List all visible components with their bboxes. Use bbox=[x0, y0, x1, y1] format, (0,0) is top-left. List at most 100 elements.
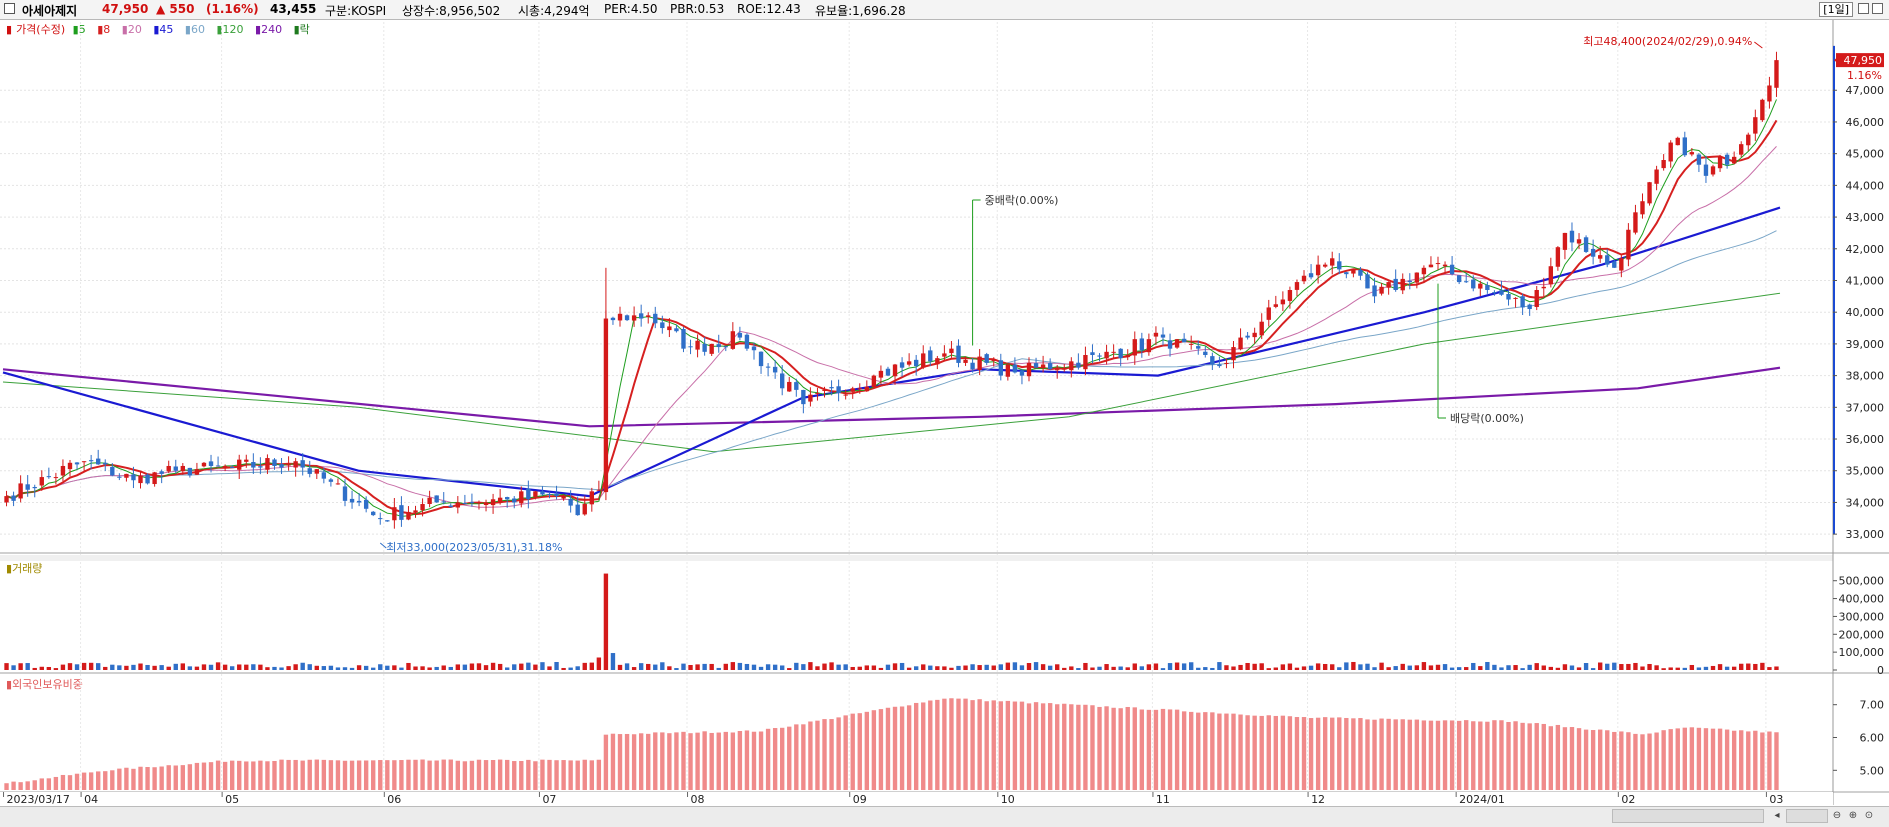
foreign-ratio-bar bbox=[540, 759, 545, 790]
foreign-ratio-bar bbox=[730, 732, 736, 790]
volume-bar bbox=[335, 667, 341, 670]
volume-bar bbox=[434, 666, 439, 670]
foreign-ratio-bar bbox=[1605, 730, 1610, 790]
low-annotation: 최저33,000(2023/05/31),31.18% bbox=[386, 541, 562, 554]
foreign-ratio-bar bbox=[723, 731, 728, 790]
candle-body bbox=[1259, 321, 1264, 336]
foreign-ratio-bar bbox=[624, 733, 630, 790]
foreign-ratio-bar bbox=[272, 760, 277, 790]
volume-bar bbox=[1153, 663, 1159, 670]
foreign-ratio-bar bbox=[1597, 729, 1603, 790]
candle-body bbox=[420, 504, 425, 511]
foreign-ratio-bar bbox=[906, 705, 912, 790]
candle-body bbox=[1654, 169, 1659, 184]
minimize-icon[interactable] bbox=[1858, 3, 1869, 14]
candle-body bbox=[469, 501, 475, 503]
volume-bar bbox=[413, 666, 418, 670]
foreign-ratio-bar bbox=[1372, 719, 1377, 790]
volume-bar bbox=[1322, 663, 1328, 670]
foreign-ratio-bar bbox=[1259, 715, 1264, 790]
candle-body bbox=[1337, 261, 1342, 270]
volume-bar bbox=[497, 663, 503, 670]
foreign-ratio-bar bbox=[342, 760, 348, 790]
candle-body bbox=[646, 315, 651, 318]
volume-bar bbox=[702, 663, 707, 670]
ma240-line bbox=[2, 366, 1781, 428]
candle-body bbox=[1146, 339, 1152, 353]
candle-body bbox=[878, 370, 884, 378]
volume-bar bbox=[1710, 665, 1716, 670]
foreign-ratio-bar bbox=[1689, 727, 1695, 790]
candle-body bbox=[1576, 239, 1582, 244]
candle-body bbox=[1696, 154, 1702, 165]
foreign-ratio-bar bbox=[526, 759, 531, 790]
horizontal-scrollbar[interactable] bbox=[1612, 809, 1764, 823]
zoom-slider[interactable] bbox=[1786, 809, 1828, 823]
foreign-ratio-bar bbox=[1499, 720, 1504, 790]
foreign-ratio-bar bbox=[864, 711, 870, 790]
candle-body bbox=[88, 460, 94, 462]
volume-bar bbox=[928, 665, 933, 670]
candle-body bbox=[1485, 285, 1490, 290]
volume-tick-label: 500,000 bbox=[1839, 575, 1885, 588]
candle-body bbox=[1330, 258, 1335, 266]
volume-bar bbox=[39, 666, 44, 670]
foreign-ratio-bar bbox=[1301, 717, 1307, 790]
foreign-ratio-bar bbox=[505, 759, 510, 790]
foreign-ratio-bar bbox=[462, 761, 468, 790]
candle-body bbox=[1069, 361, 1074, 371]
candle-body bbox=[1731, 156, 1737, 164]
volume-bar bbox=[258, 664, 263, 670]
zoom-reset-icon[interactable]: ⊙ bbox=[1864, 810, 1874, 821]
pbr: PBR:0.53 bbox=[670, 2, 725, 16]
select-checkbox[interactable] bbox=[4, 3, 15, 14]
volume-bar bbox=[533, 664, 538, 670]
candle-body bbox=[1753, 117, 1758, 134]
ma60-legend: ▮60 bbox=[184, 23, 205, 36]
volume-bar bbox=[349, 667, 355, 670]
zoom-in-icon[interactable]: ⊕ bbox=[1848, 810, 1858, 821]
candle-body bbox=[1562, 232, 1568, 250]
volume-bar bbox=[864, 665, 870, 670]
foreign-tick-label: 6.00 bbox=[1860, 732, 1885, 745]
volume-bar bbox=[1746, 663, 1751, 670]
candle-body bbox=[1210, 356, 1215, 365]
candle-body bbox=[1456, 275, 1462, 283]
candle-body bbox=[201, 462, 207, 467]
volume-bar bbox=[1407, 665, 1412, 670]
candle-body bbox=[1012, 364, 1018, 373]
maximize-icon[interactable] bbox=[1872, 3, 1883, 14]
foreign-ratio-bar bbox=[631, 734, 637, 790]
date-tick-label: 09 bbox=[853, 793, 867, 806]
candle-body bbox=[1774, 60, 1779, 88]
foreign-ratio-bar bbox=[1710, 728, 1716, 790]
candle-body bbox=[702, 343, 707, 352]
foreign-ratio-bar bbox=[1442, 720, 1448, 790]
foreign-ratio-bar bbox=[885, 707, 891, 790]
volume-bar bbox=[547, 666, 552, 670]
foreign-ratio-bar bbox=[589, 760, 594, 790]
foreign-ratio-bar bbox=[215, 760, 221, 790]
foreign-ratio-bar bbox=[765, 728, 771, 790]
volume-bar bbox=[1167, 663, 1173, 670]
volume-bar bbox=[1280, 664, 1286, 670]
candle-body bbox=[1055, 369, 1060, 371]
volume-bar bbox=[1696, 667, 1702, 670]
volume-bar bbox=[1597, 662, 1603, 670]
foreign-ratio-bar bbox=[1146, 709, 1152, 790]
candle-body bbox=[1640, 201, 1645, 215]
foreign-ratio-bar bbox=[646, 733, 651, 790]
foreign-ratio-bar bbox=[772, 728, 778, 790]
zoom-out-icon[interactable]: ⊖ bbox=[1832, 810, 1842, 821]
candle-body bbox=[794, 382, 799, 390]
volume-bar bbox=[1506, 665, 1511, 670]
foreign-ratio-bar bbox=[1534, 723, 1539, 790]
scroll-left-icon[interactable]: ◂ bbox=[1774, 810, 1780, 821]
period-button[interactable]: [1일] bbox=[1819, 2, 1853, 17]
volume-panel-header bbox=[0, 555, 1833, 561]
current-price-arrow bbox=[1834, 55, 1840, 66]
date-tick-label: 10 bbox=[1001, 793, 1015, 806]
volume-bar bbox=[1640, 666, 1645, 670]
volume-bar bbox=[1097, 666, 1102, 670]
foreign-ratio-bar bbox=[970, 700, 975, 790]
